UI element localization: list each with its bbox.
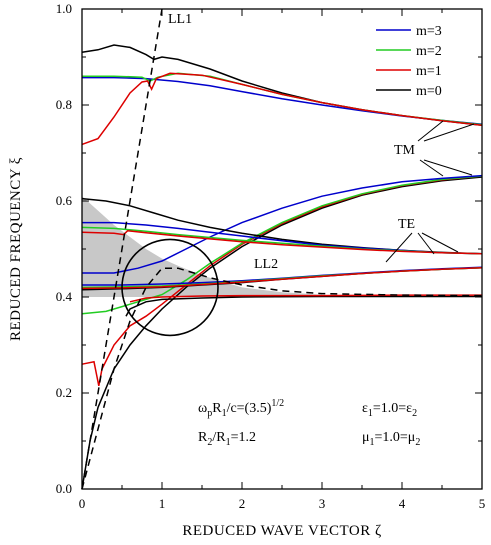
ytick-label: 0.2 [56,385,72,400]
annotation-arrows [385,120,475,263]
legend-label: m=3 [416,24,442,39]
xtick-label: 5 [479,496,486,511]
axis-ticks [81,8,483,490]
xtick-label: 4 [399,496,406,511]
legend-label: m=0 [416,84,442,99]
te-label: TE [398,217,415,232]
legend-label: m=2 [416,44,442,59]
xtick-label: 0 [79,496,86,511]
ytick-label: 0.0 [56,481,72,496]
light-line-ll1 [81,8,163,490]
xtick-label: 2 [239,496,246,511]
param-epsilon: ε1=1.0=ε2 [362,401,417,419]
series-line-m1-3 [81,72,483,146]
light-line-ll2 [81,267,483,490]
ytick-label: 0.6 [56,193,73,208]
light-lines [81,8,483,490]
tm-label: TM [394,143,416,158]
ytick-label: 0.4 [56,289,73,304]
legend-label: m=1 [416,64,442,79]
series-line-m0-8 [81,197,483,255]
shaded-region [82,196,322,297]
x-axis-title: REDUCED WAVE VECTOR ζ [182,523,381,539]
param-plasma: ωpR1/c=(3.5)1/2 [198,398,284,419]
param-mu: μ1=1.0=μ2 [362,430,420,448]
series-line-m1-15 [81,266,483,290]
param-radius: R2/R1=1.2 [198,430,256,448]
y-axis-title: REDUCED FREQUENCY ξ [8,157,24,341]
series-group [81,44,483,490]
series-line-m0-4 [81,176,483,490]
xtick-label: 3 [319,496,326,511]
ytick-label: 0.8 [56,97,72,112]
ytick-label: 1.0 [56,1,72,16]
ll1-label: LL1 [168,12,192,27]
highlight-ellipse [121,238,219,337]
ll2-label: LL2 [254,257,278,272]
series-line-m1-17 [129,294,482,303]
xtick-label: 1 [159,496,166,511]
legend: m=3 m=2 m=1 m=0 [376,24,442,99]
series-line-m0-16 [125,295,482,317]
series-line-m3-7 [82,174,483,274]
